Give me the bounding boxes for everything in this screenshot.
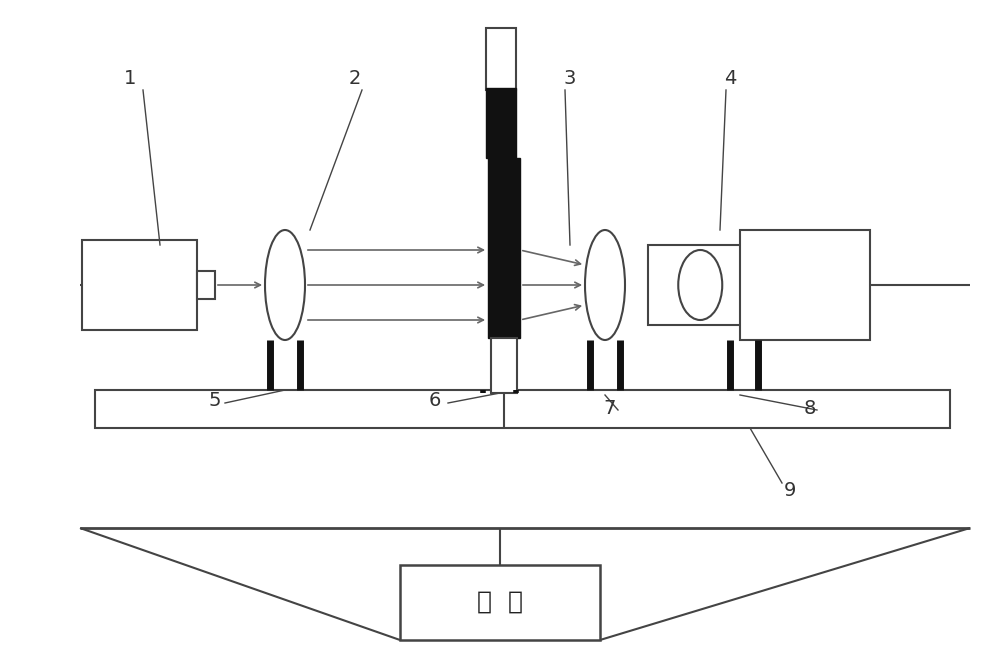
Bar (648, 245, 743, 325)
Text: 2: 2 (349, 69, 361, 88)
Text: 9: 9 (784, 480, 796, 500)
Bar (80, 28, 970, 528)
Bar (740, 230, 870, 340)
Bar (197, 271, 215, 299)
Text: 7: 7 (604, 399, 616, 418)
Text: 电  脑: 电 脑 (477, 590, 523, 614)
Text: 8: 8 (804, 399, 816, 418)
Bar (400, 565, 600, 640)
Text: 6: 6 (429, 391, 441, 409)
Bar (486, 28, 516, 90)
Ellipse shape (265, 230, 305, 340)
Bar (488, 158, 520, 338)
Bar (486, 88, 516, 158)
Bar (95, 390, 950, 428)
Bar (491, 338, 517, 393)
Ellipse shape (678, 250, 722, 320)
Text: 5: 5 (209, 391, 221, 409)
Text: 4: 4 (724, 69, 736, 88)
Text: 1: 1 (124, 69, 136, 88)
Text: 3: 3 (564, 69, 576, 88)
Bar (82, 240, 197, 330)
Ellipse shape (585, 230, 625, 340)
